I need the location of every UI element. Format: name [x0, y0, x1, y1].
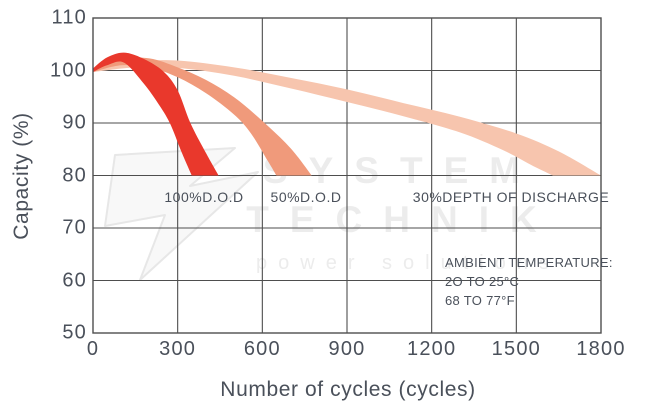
band-label-100-dod: 100%D.O.D — [164, 189, 244, 205]
band-100-dod — [93, 52, 219, 176]
ambient-temperature-line3: 68 TO 77°F — [445, 293, 515, 308]
gridlines — [93, 18, 601, 333]
capacity-bands — [93, 52, 601, 176]
y-tick-label: 80 — [62, 164, 87, 186]
y-axis-title: Capacity (%) — [10, 112, 33, 240]
x-tick-label: 900 — [328, 338, 366, 360]
ambient-temperature-note: AMBIENT TEMPERATURE: 2O TO 25°C 68 TO 77… — [445, 253, 613, 310]
plot-frame — [92, 17, 602, 334]
y-tick-label: 100 — [50, 59, 87, 81]
y-tick-label: 90 — [62, 111, 87, 134]
x-tick-label: 600 — [243, 338, 281, 360]
y-tick-label: 50 — [62, 321, 87, 344]
band-label-30-dod: 30%DEPTH OF DISCHARGE — [412, 189, 610, 205]
watermark-flash-logo-icon — [104, 147, 259, 281]
x-tick-label: 300 — [159, 338, 197, 360]
axes-border — [92, 17, 602, 334]
ambient-temperature-line1: AMBIENT TEMPERATURE: — [445, 255, 613, 270]
y-tick-label: 110 — [51, 6, 87, 29]
x-tick-label: 0 — [86, 338, 100, 360]
x-tick-label: 1800 — [576, 338, 626, 360]
band-50-dod — [93, 57, 312, 176]
x-axis-title: Number of cycles (cycles) — [220, 378, 476, 401]
x-tick-label: 1200 — [407, 338, 457, 360]
watermark-text-power-solutions: power solutions — [256, 252, 560, 274]
y-tick-label: 70 — [62, 216, 87, 239]
y-tick-label: 60 — [62, 269, 87, 291]
band-label-50-dod: 50%D.O.D — [270, 189, 342, 205]
x-tick-label: 1500 — [491, 338, 541, 360]
ambient-temperature-line2: 2O TO 25°C — [445, 274, 520, 289]
band-30-dod — [93, 60, 601, 176]
watermark-text-technik: TECHNIK — [246, 199, 558, 240]
